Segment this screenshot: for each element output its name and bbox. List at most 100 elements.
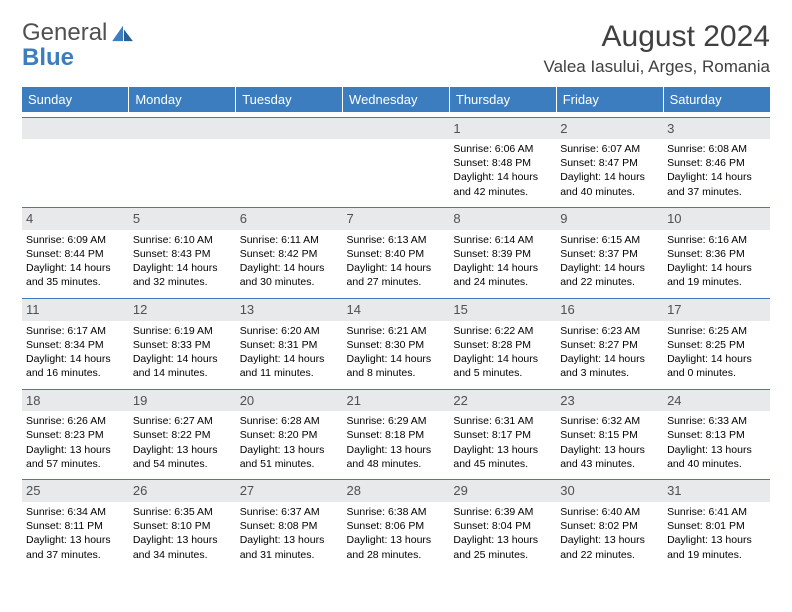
day-cell-13: 13Sunrise: 6:20 AMSunset: 8:31 PMDayligh… xyxy=(236,298,343,384)
day-cell-25: 25 Sunrise: 6:34 AMSunset: 8:11 PMDayligh… xyxy=(22,480,129,566)
day-number: 14 xyxy=(343,299,450,321)
day-cell-30: 30 Sunrise: 6:40 AMSunset: 8:02 PMDayligh… xyxy=(556,480,663,566)
day-cell-15: 15 Sunrise: 6:22 AMSunset: 8:28 PMDayligh… xyxy=(449,298,556,384)
day-info: Sunrise: 6:28 AMSunset: 8:20 PMDaylight:… xyxy=(240,414,339,471)
day-number: 18 xyxy=(22,390,129,412)
day-info: Sunrise: 6:35 AMSunset: 8:10 PMDaylight:… xyxy=(133,505,232,562)
day-info: Sunrise: 6:20 AMSunset: 8:31 PMDaylight:… xyxy=(240,324,339,381)
weekday-tuesday: Tuesday xyxy=(236,87,343,112)
day-cell-31: 31 Sunrise: 6:41 AMSunset: 8:01 PMDayligh… xyxy=(663,480,770,566)
day-info: Sunrise: 6:27 AMSunset: 8:22 PMDaylight:… xyxy=(133,414,232,471)
day-number: 15 xyxy=(449,299,556,321)
week-row: 18Sunrise: 6:26 AMSunset: 8:23 PMDayligh… xyxy=(22,389,770,475)
day-number: 25 xyxy=(22,480,129,502)
header: GeneralBlue August 2024 Valea Iasului, A… xyxy=(22,20,770,77)
day-cell-14: 14 Sunrise: 6:21 AMSunset: 8:30 PMDayligh… xyxy=(343,298,450,384)
day-number-empty xyxy=(129,118,236,140)
day-cell-16: 16 Sunrise: 6:23 AMSunset: 8:27 PMDayligh… xyxy=(556,298,663,384)
weekday-sunday: Sunday xyxy=(22,87,129,112)
day-cell-3: 3Sunrise: 6:08 AMSunset: 8:46 PMDaylight… xyxy=(663,117,770,203)
day-cell-empty xyxy=(129,117,236,203)
day-cell-21: 21Sunrise: 6:29 AMSunset: 8:18 PMDayligh… xyxy=(343,389,450,475)
day-cell-19: 19Sunrise: 6:27 AMSunset: 8:22 PMDayligh… xyxy=(129,389,236,475)
day-info: Sunrise: 6:33 AMSunset: 8:13 PMDaylight:… xyxy=(667,414,766,471)
day-cell-26: 26 Sunrise: 6:35 AMSunset: 8:10 PMDayligh… xyxy=(129,480,236,566)
day-info: Sunrise: 6:32 AMSunset: 8:15 PMDaylight:… xyxy=(560,414,659,471)
day-number: 28 xyxy=(343,480,450,502)
day-cell-5: 5Sunrise: 6:10 AMSunset: 8:43 PMDaylight… xyxy=(129,208,236,294)
day-cell-6: 6 Sunrise: 6:11 AMSunset: 8:42 PMDaylight… xyxy=(236,208,343,294)
day-info: Sunrise: 6:23 AMSunset: 8:27 PMDaylight:… xyxy=(560,324,659,381)
day-number: 26 xyxy=(129,480,236,502)
day-info: Sunrise: 6:19 AMSunset: 8:33 PMDaylight:… xyxy=(133,324,232,381)
weekday-thursday: Thursday xyxy=(449,87,556,112)
day-cell-1: 1Sunrise: 6:06 AMSunset: 8:48 PMDaylight… xyxy=(449,117,556,203)
day-number: 27 xyxy=(236,480,343,502)
day-number: 30 xyxy=(556,480,663,502)
page-title: August 2024 xyxy=(544,20,770,53)
day-number: 31 xyxy=(663,480,770,502)
day-cell-28: 28 Sunrise: 6:38 AMSunset: 8:06 PMDayligh… xyxy=(343,480,450,566)
location-text: Valea Iasului, Arges, Romania xyxy=(544,57,770,77)
weekday-saturday: Saturday xyxy=(663,87,770,112)
day-info: Sunrise: 6:41 AMSunset: 8:01 PMDaylight:… xyxy=(667,505,766,562)
day-number: 29 xyxy=(449,480,556,502)
day-cell-8: 8Sunrise: 6:14 AMSunset: 8:39 PMDaylight… xyxy=(449,208,556,294)
week-row: 1Sunrise: 6:06 AMSunset: 8:48 PMDaylight… xyxy=(22,117,770,203)
day-info: Sunrise: 6:40 AMSunset: 8:02 PMDaylight:… xyxy=(560,505,659,562)
day-info: Sunrise: 6:11 AMSunset: 8:42 PMDaylight:… xyxy=(240,233,339,290)
day-number: 1 xyxy=(449,118,556,140)
calendar-body: 1Sunrise: 6:06 AMSunset: 8:48 PMDaylight… xyxy=(22,112,770,566)
day-number: 16 xyxy=(556,299,663,321)
day-cell-empty xyxy=(236,117,343,203)
day-number: 10 xyxy=(663,208,770,230)
day-cell-17: 17 Sunrise: 6:25 AMSunset: 8:25 PMDayligh… xyxy=(663,298,770,384)
day-info: Sunrise: 6:38 AMSunset: 8:06 PMDaylight:… xyxy=(347,505,446,562)
day-cell-4: 4Sunrise: 6:09 AMSunset: 8:44 PMDaylight… xyxy=(22,208,129,294)
day-number: 12 xyxy=(129,299,236,321)
day-info: Sunrise: 6:14 AMSunset: 8:39 PMDaylight:… xyxy=(453,233,552,290)
week-row: 25 Sunrise: 6:34 AMSunset: 8:11 PMDayligh… xyxy=(22,480,770,566)
day-info: Sunrise: 6:39 AMSunset: 8:04 PMDaylight:… xyxy=(453,505,552,562)
title-block: August 2024 Valea Iasului, Arges, Romani… xyxy=(544,20,770,77)
logo-text-1: General xyxy=(22,19,107,46)
day-info: Sunrise: 6:13 AMSunset: 8:40 PMDaylight:… xyxy=(347,233,446,290)
day-cell-10: 10 Sunrise: 6:16 AMSunset: 8:36 PMDayligh… xyxy=(663,208,770,294)
day-number: 19 xyxy=(129,390,236,412)
day-cell-2: 2Sunrise: 6:07 AMSunset: 8:47 PMDaylight… xyxy=(556,117,663,203)
day-info: Sunrise: 6:16 AMSunset: 8:36 PMDaylight:… xyxy=(667,233,766,290)
day-number-empty xyxy=(343,118,450,140)
logo-sail-icon xyxy=(110,19,136,46)
weekday-wednesday: Wednesday xyxy=(343,87,450,112)
day-number: 9 xyxy=(556,208,663,230)
day-number: 11 xyxy=(22,299,129,321)
day-number: 20 xyxy=(236,390,343,412)
day-number-empty xyxy=(22,118,129,140)
day-info: Sunrise: 6:26 AMSunset: 8:23 PMDaylight:… xyxy=(26,414,125,471)
day-cell-23: 23Sunrise: 6:32 AMSunset: 8:15 PMDayligh… xyxy=(556,389,663,475)
day-info: Sunrise: 6:22 AMSunset: 8:28 PMDaylight:… xyxy=(453,324,552,381)
day-number: 6 xyxy=(236,208,343,230)
week-row: 11Sunrise: 6:17 AMSunset: 8:34 PMDayligh… xyxy=(22,298,770,384)
day-number: 23 xyxy=(556,390,663,412)
weekday-header-row: SundayMondayTuesdayWednesdayThursdayFrid… xyxy=(22,87,770,112)
day-cell-24: 24Sunrise: 6:33 AMSunset: 8:13 PMDayligh… xyxy=(663,389,770,475)
day-info: Sunrise: 6:31 AMSunset: 8:17 PMDaylight:… xyxy=(453,414,552,471)
day-cell-empty xyxy=(343,117,450,203)
day-number: 4 xyxy=(22,208,129,230)
weekday-monday: Monday xyxy=(129,87,236,112)
day-cell-12: 12 Sunrise: 6:19 AMSunset: 8:33 PMDayligh… xyxy=(129,298,236,384)
weekday-friday: Friday xyxy=(556,87,663,112)
day-number: 17 xyxy=(663,299,770,321)
day-number: 2 xyxy=(556,118,663,140)
day-info: Sunrise: 6:21 AMSunset: 8:30 PMDaylight:… xyxy=(347,324,446,381)
day-info: Sunrise: 6:10 AMSunset: 8:43 PMDaylight:… xyxy=(133,233,232,290)
day-info: Sunrise: 6:08 AMSunset: 8:46 PMDaylight:… xyxy=(667,142,766,199)
day-number-empty xyxy=(236,118,343,140)
day-number: 22 xyxy=(449,390,556,412)
day-cell-20: 20Sunrise: 6:28 AMSunset: 8:20 PMDayligh… xyxy=(236,389,343,475)
day-info: Sunrise: 6:34 AMSunset: 8:11 PMDaylight:… xyxy=(26,505,125,562)
day-cell-22: 22Sunrise: 6:31 AMSunset: 8:17 PMDayligh… xyxy=(449,389,556,475)
day-info: Sunrise: 6:25 AMSunset: 8:25 PMDaylight:… xyxy=(667,324,766,381)
day-number: 7 xyxy=(343,208,450,230)
